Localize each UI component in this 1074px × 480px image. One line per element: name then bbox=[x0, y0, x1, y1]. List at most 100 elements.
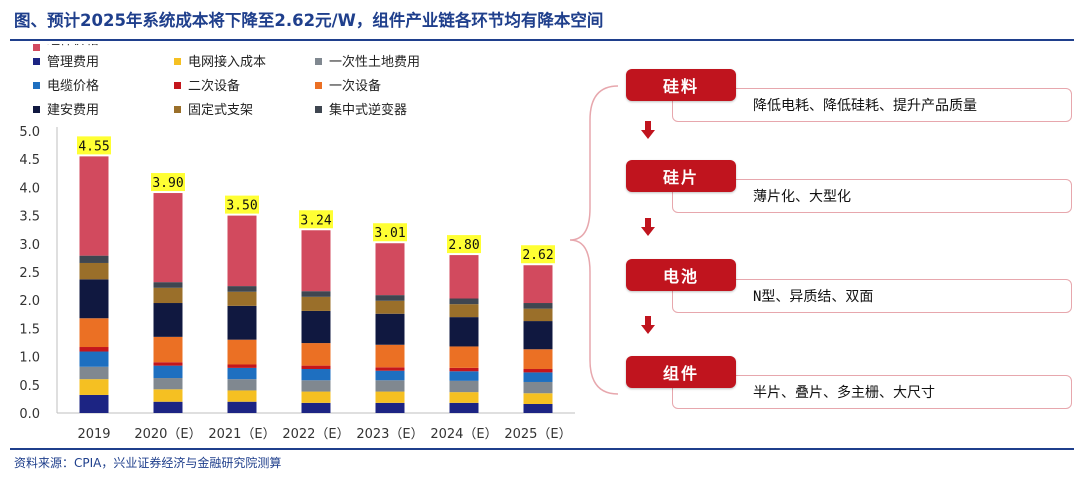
y-tick-label: 0.5 bbox=[19, 379, 40, 394]
bar-segment bbox=[375, 370, 405, 381]
legend-label: 组件价格 bbox=[47, 44, 99, 48]
bar-segment bbox=[449, 392, 479, 403]
total-label-bg bbox=[521, 245, 555, 264]
bar-segment bbox=[449, 380, 479, 393]
total-label-bg bbox=[225, 195, 259, 214]
bar-segment bbox=[301, 380, 331, 392]
x-tick-label: 2024（E） bbox=[430, 427, 497, 442]
legend-swatch bbox=[33, 82, 40, 89]
total-label: 2.80 bbox=[448, 238, 479, 253]
flow-stage-label: 硅片 bbox=[662, 168, 699, 187]
legend-swatch bbox=[315, 82, 322, 89]
x-tick-label: 2019 bbox=[77, 427, 110, 442]
bar-segment bbox=[301, 402, 331, 413]
total-label: 3.24 bbox=[300, 213, 331, 228]
bar-segment bbox=[449, 317, 479, 347]
legend-label: 建安费用 bbox=[47, 103, 99, 118]
legend-label: 电网接入成本 bbox=[188, 54, 266, 70]
total-label: 3.01 bbox=[374, 226, 405, 241]
bar-segment bbox=[79, 255, 109, 263]
flow-detail-3: N型、异质结、双面 bbox=[672, 279, 1072, 313]
flow-detail-text: N型、异质结、双面 bbox=[753, 289, 874, 305]
flow-stage-1: 硅料 bbox=[626, 69, 736, 101]
bar-segment bbox=[153, 389, 183, 402]
y-tick-label: 0.0 bbox=[19, 407, 40, 422]
bar-segment bbox=[153, 303, 183, 337]
bar-segment bbox=[301, 369, 331, 381]
bar-segment bbox=[79, 394, 109, 413]
x-tick-label: 2025（E） bbox=[504, 427, 571, 442]
total-label-bg bbox=[299, 210, 333, 229]
bar-segment bbox=[227, 367, 257, 380]
bar-segment bbox=[153, 287, 183, 304]
total-label-bg bbox=[373, 223, 407, 242]
bar-segment bbox=[301, 310, 331, 344]
total-label: 3.90 bbox=[152, 176, 183, 191]
y-tick-label: 5.0 bbox=[19, 125, 40, 140]
bar-segment bbox=[375, 243, 405, 296]
flow-stage-2: 硅片 bbox=[626, 160, 736, 192]
bar-segment bbox=[227, 286, 257, 292]
flow-stage-3: 电池 bbox=[626, 259, 736, 291]
flow-detail-text: 半片、叠片、多主栅、大尺寸 bbox=[753, 385, 935, 401]
y-tick-label: 1.0 bbox=[19, 351, 40, 366]
legend-swatch bbox=[174, 106, 181, 113]
bar-segment bbox=[79, 262, 109, 280]
y-tick-label: 4.5 bbox=[19, 153, 40, 168]
bar-segment bbox=[375, 313, 405, 345]
bar-segment bbox=[227, 401, 257, 413]
y-tick-label: 3.5 bbox=[19, 210, 40, 225]
bar-segment bbox=[523, 403, 553, 413]
page-title: 图、预计2025年系统成本将下降至2.62元/W，组件产业链各环节均有降本空间 bbox=[14, 11, 604, 30]
flow-stage-4: 组件 bbox=[626, 356, 736, 388]
bar-segment bbox=[301, 365, 331, 370]
bar-segment bbox=[523, 308, 553, 322]
legend-label: 集中式逆变器 bbox=[329, 102, 407, 118]
flow-stage-label: 硅料 bbox=[662, 77, 699, 96]
total-label: 2.62 bbox=[522, 248, 553, 263]
bar-segment bbox=[153, 401, 183, 413]
bar-segment bbox=[523, 349, 553, 370]
flow-detail-1: 降低电耗、降低硅耗、提升产品质量 bbox=[672, 88, 1072, 122]
bar-segment bbox=[153, 378, 183, 390]
flow-detail-text: 降低电耗、降低硅耗、提升产品质量 bbox=[753, 98, 977, 114]
flow-detail-2: 薄片化、大型化 bbox=[672, 179, 1072, 213]
legend-swatch bbox=[174, 82, 181, 89]
bar-segment bbox=[523, 369, 553, 373]
bar-segment bbox=[449, 255, 479, 299]
y-tick-label: 2.0 bbox=[19, 294, 40, 309]
bar-segment bbox=[153, 193, 183, 283]
bar-segment bbox=[79, 379, 109, 395]
legend-swatch bbox=[315, 106, 322, 113]
bar-segment bbox=[301, 296, 331, 311]
bar-segment bbox=[449, 371, 479, 381]
bar-segment bbox=[523, 372, 553, 382]
bar-segment bbox=[227, 379, 257, 391]
source-note: 资料来源：CPIA，兴业证券经济与金融研究院测算 bbox=[14, 456, 282, 470]
bar-segment bbox=[227, 305, 257, 340]
bar-segment bbox=[449, 298, 479, 305]
flow-detail-4: 半片、叠片、多主栅、大尺寸 bbox=[672, 375, 1072, 409]
flow-stage-label: 组件 bbox=[662, 364, 699, 383]
legend-label: 二次设备 bbox=[188, 78, 240, 94]
bar-segment bbox=[301, 343, 331, 366]
footer-rule bbox=[10, 448, 1074, 450]
bar-segment bbox=[79, 279, 109, 319]
bar-segment bbox=[449, 367, 479, 372]
total-label-bg bbox=[447, 235, 481, 254]
bar-segment bbox=[79, 351, 109, 367]
bar-segment bbox=[449, 402, 479, 413]
bar-segment bbox=[523, 321, 553, 350]
legend-swatch bbox=[33, 106, 40, 113]
legend-label: 管理费用 bbox=[47, 55, 99, 70]
bar-segment bbox=[79, 347, 109, 352]
bar-segment bbox=[79, 156, 109, 256]
y-tick-label: 3.0 bbox=[19, 238, 40, 253]
x-tick-label: 2023（E） bbox=[356, 427, 423, 442]
x-tick-label: 2021（E） bbox=[208, 427, 275, 442]
bar-segment bbox=[375, 391, 405, 403]
x-tick-label: 2020（E） bbox=[134, 427, 201, 442]
flow-detail-text: 薄片化、大型化 bbox=[753, 189, 851, 205]
bar-segment bbox=[375, 300, 405, 314]
bar-segment bbox=[375, 367, 405, 371]
